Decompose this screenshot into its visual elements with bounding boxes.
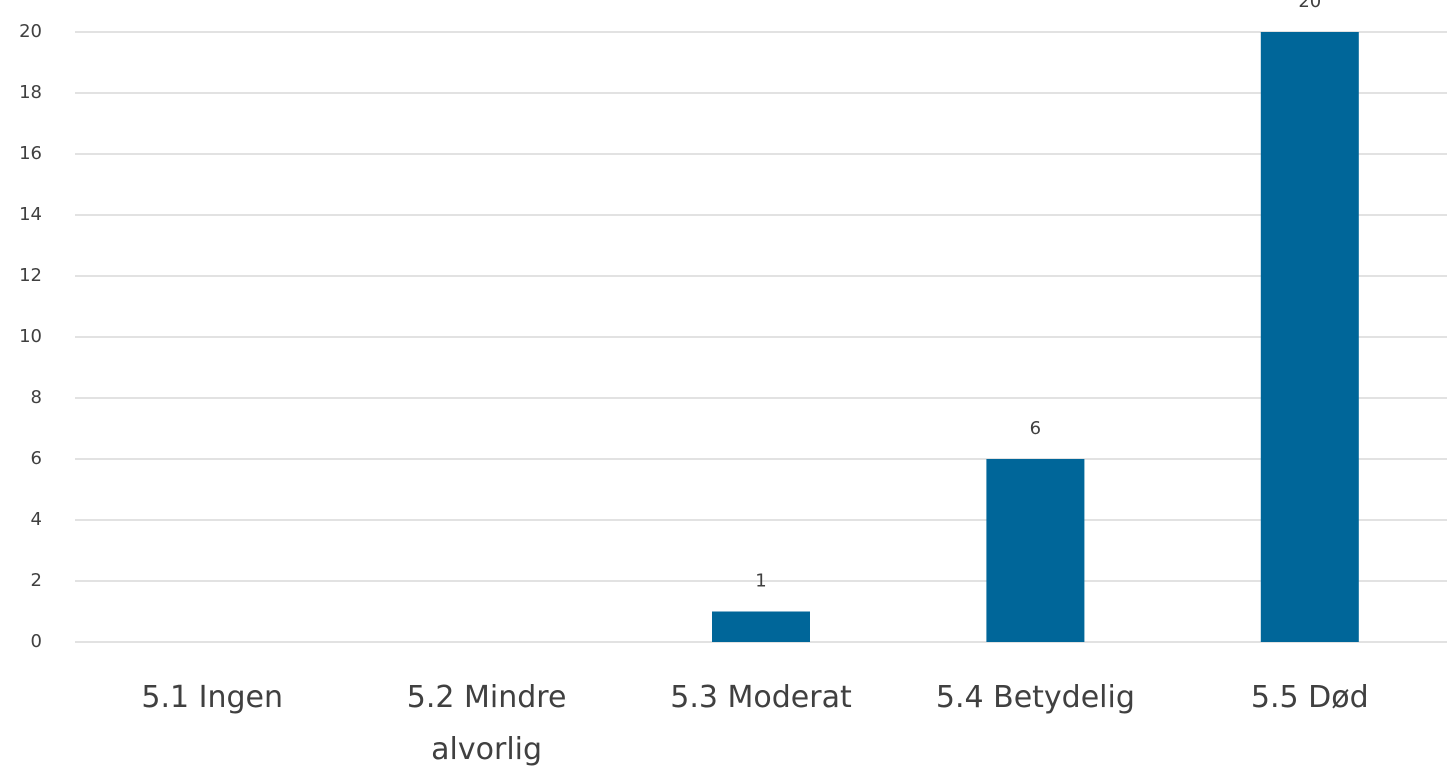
bar xyxy=(712,611,810,642)
y-tick-label: 4 xyxy=(31,509,42,530)
data-label: 6 xyxy=(1030,418,1041,439)
y-tick-label: 6 xyxy=(31,448,42,469)
x-tick-label: 5.2 Mindre alvorlig xyxy=(406,680,567,767)
y-tick-label: 14 xyxy=(19,204,42,225)
y-tick-label: 2 xyxy=(31,570,42,591)
y-tick-label: 10 xyxy=(19,326,42,347)
y-tick-label: 8 xyxy=(31,387,42,408)
data-label: 20 xyxy=(1298,0,1321,12)
y-tick-label: 12 xyxy=(19,265,42,286)
bar xyxy=(1260,32,1359,642)
data-label: 1 xyxy=(755,571,766,592)
y-tick-label: 16 xyxy=(19,143,42,164)
x-tick-label: 5.3 Moderat xyxy=(670,680,852,715)
y-tick-label: 18 xyxy=(19,82,42,103)
x-tick-label: 5.4 Betydelig xyxy=(935,680,1135,715)
y-tick-label: 0 xyxy=(31,631,42,652)
y-tick-label: 20 xyxy=(19,21,42,42)
x-tick-label: 5.1 Ingen xyxy=(141,680,283,715)
bar xyxy=(986,459,1085,642)
x-tick-label: 5.5 Død xyxy=(1250,680,1369,715)
